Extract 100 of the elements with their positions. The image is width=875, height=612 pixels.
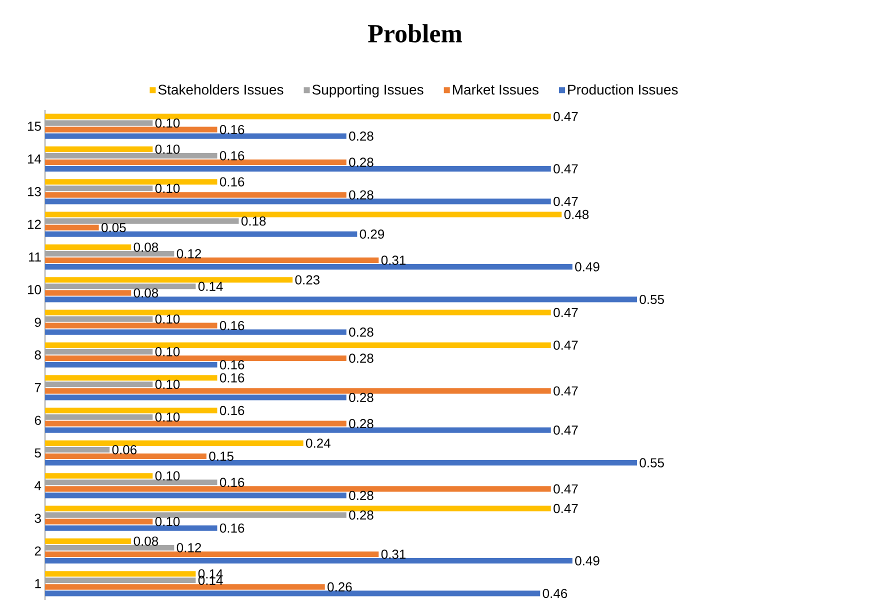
data-label: 0.18 xyxy=(241,216,266,226)
data-label: 0.16 xyxy=(220,320,244,330)
data-label: 0.47 xyxy=(554,112,578,122)
bar xyxy=(45,480,218,486)
y-tick-label: 6 xyxy=(34,416,41,425)
data-label: 0.28 xyxy=(349,354,374,363)
data-label: 0.10 xyxy=(155,314,180,324)
y-tick-label: 13 xyxy=(28,187,41,196)
y-tick-label: 1 xyxy=(35,579,41,588)
legend-label: Market Issues xyxy=(453,84,538,95)
data-label: 0.26 xyxy=(328,582,352,592)
bar xyxy=(45,284,196,290)
data-label: 0.28 xyxy=(349,418,374,428)
data-label: 0.16 xyxy=(220,478,244,487)
data-label: 0.47 xyxy=(554,386,578,396)
data-label: 0.31 xyxy=(381,256,406,265)
data-label: 0.47 xyxy=(554,164,578,174)
data-label: 0.05 xyxy=(102,222,126,232)
data-label: 0.28 xyxy=(349,190,374,200)
data-label: 0.10 xyxy=(155,380,180,389)
bar xyxy=(45,198,551,204)
y-tick-label: 5 xyxy=(34,448,41,458)
bar xyxy=(45,114,551,120)
bar xyxy=(45,355,346,362)
y-tick-label: 15 xyxy=(28,122,41,131)
data-label: 0.16 xyxy=(220,360,244,370)
bar xyxy=(45,159,346,166)
data-label: 0.28 xyxy=(349,328,374,337)
bar xyxy=(45,427,551,433)
bar xyxy=(45,166,551,172)
bar xyxy=(45,446,110,452)
y-tick-label: 2 xyxy=(34,546,41,556)
data-label: 0.15 xyxy=(209,452,234,461)
bar xyxy=(45,394,346,400)
bar xyxy=(45,250,174,256)
bar xyxy=(45,512,346,518)
data-label: 0.48 xyxy=(564,210,589,220)
bar xyxy=(45,296,637,302)
bar xyxy=(45,348,153,354)
bar xyxy=(45,231,358,237)
data-label: 0.10 xyxy=(155,412,180,422)
bar xyxy=(45,342,551,348)
data-label: 0.47 xyxy=(554,340,578,350)
bar xyxy=(45,571,196,577)
bar xyxy=(45,551,379,558)
bar xyxy=(45,133,346,139)
data-label: 0.49 xyxy=(575,262,600,272)
bar xyxy=(45,382,153,388)
bar xyxy=(45,492,346,498)
data-label: 0.28 xyxy=(349,510,374,520)
y-tick-label: 10 xyxy=(28,285,41,294)
data-label: 0.49 xyxy=(575,556,600,566)
bar xyxy=(45,525,218,531)
bar xyxy=(45,322,218,328)
data-label: 0.47 xyxy=(554,504,578,514)
bar xyxy=(45,590,540,596)
bar xyxy=(45,146,153,152)
data-label: 0.12 xyxy=(176,249,202,258)
bar xyxy=(45,414,153,420)
data-label: 0.47 xyxy=(554,426,578,435)
y-tick-label: 4 xyxy=(34,481,42,490)
data-label: 0.14 xyxy=(198,282,223,291)
bar xyxy=(45,329,346,335)
y-tick-label: 11 xyxy=(28,252,41,262)
bar xyxy=(45,375,218,381)
legend-label: Stakeholders Issues xyxy=(158,84,284,95)
data-label: 0.29 xyxy=(360,230,384,239)
bar xyxy=(45,518,153,524)
y-tick-label: 9 xyxy=(34,318,41,327)
legend-label: Production Issues xyxy=(568,84,678,95)
bar xyxy=(45,544,174,550)
bar xyxy=(45,584,325,590)
data-label: 0.06 xyxy=(112,445,137,454)
data-label: 0.28 xyxy=(349,132,374,141)
data-label: 0.16 xyxy=(220,524,244,533)
data-label: 0.46 xyxy=(542,588,568,598)
y-tick-label: 14 xyxy=(28,154,42,164)
data-label: 0.24 xyxy=(306,438,330,448)
bar xyxy=(45,192,346,198)
bar xyxy=(45,290,132,296)
legend-label: Supporting Issues xyxy=(312,84,424,98)
data-label: 0.28 xyxy=(349,490,374,500)
chart-title: Problem xyxy=(368,24,462,42)
bar xyxy=(45,473,153,479)
bar xyxy=(45,257,379,264)
bar xyxy=(45,316,153,322)
data-label: 0.10 xyxy=(155,184,180,193)
y-tick-label: 12 xyxy=(28,220,41,229)
data-label: 0.10 xyxy=(155,516,180,526)
bar xyxy=(45,244,132,250)
data-label: 0.16 xyxy=(220,151,244,160)
data-label: 0.10 xyxy=(155,471,180,480)
bar xyxy=(45,558,572,564)
bar xyxy=(45,578,196,584)
data-label: 0.55 xyxy=(640,294,664,304)
data-label: 0.16 xyxy=(220,373,244,382)
data-label: 0.10 xyxy=(155,118,180,128)
data-label: 0.10 xyxy=(155,144,180,154)
data-label: 0.10 xyxy=(155,347,180,356)
bar xyxy=(45,440,304,446)
